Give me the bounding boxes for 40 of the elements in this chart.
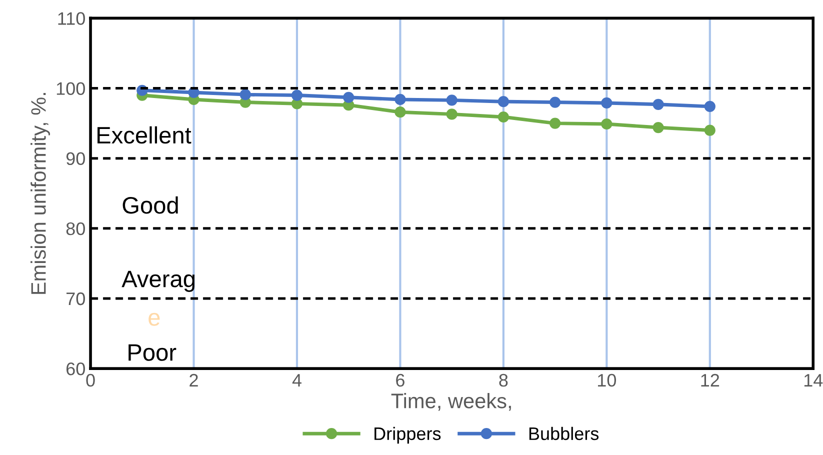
y-axis-title: Emision uniformity, %. xyxy=(30,93,50,294)
x-tick-label: 12 xyxy=(701,374,720,386)
point xyxy=(601,118,612,130)
x-tick-label: 10 xyxy=(598,374,616,387)
point xyxy=(652,98,664,110)
annotation: Poor xyxy=(128,344,176,361)
point xyxy=(446,108,458,120)
x-tick-label: 6 xyxy=(396,374,404,387)
y-tick-label: 100 xyxy=(56,82,85,95)
point xyxy=(240,89,251,100)
point xyxy=(394,106,406,118)
point xyxy=(343,92,354,103)
point xyxy=(498,96,509,108)
annotation: e xyxy=(148,312,160,326)
x-axis-title: Time, weeks, xyxy=(391,393,511,411)
point xyxy=(704,100,716,112)
y-tick-label: 60 xyxy=(66,362,85,376)
point xyxy=(652,122,664,134)
y-tick-label: 110 xyxy=(58,12,85,25)
annotation: Excellent xyxy=(98,126,192,144)
point xyxy=(291,90,303,101)
point xyxy=(446,94,458,106)
annotation: Good xyxy=(122,196,178,214)
point xyxy=(601,97,612,109)
point xyxy=(394,94,406,106)
y-tick-label: 80 xyxy=(66,222,85,236)
x-tick-label: 2 xyxy=(190,374,198,386)
legend-label: Bubblers xyxy=(529,426,599,440)
annotation: Averag xyxy=(122,270,194,292)
point xyxy=(550,96,561,108)
x-tick-label: 14 xyxy=(804,374,823,386)
y-tick-label: 70 xyxy=(66,292,85,306)
x-tick-label: 4 xyxy=(292,374,302,386)
y-tick-label: 90 xyxy=(66,152,85,166)
x-tick-label: 0 xyxy=(86,374,95,387)
point xyxy=(704,124,716,136)
point xyxy=(498,111,509,123)
legend-label: Drippers xyxy=(374,426,441,444)
x-tick-label: 8 xyxy=(499,374,508,387)
point xyxy=(550,118,561,129)
